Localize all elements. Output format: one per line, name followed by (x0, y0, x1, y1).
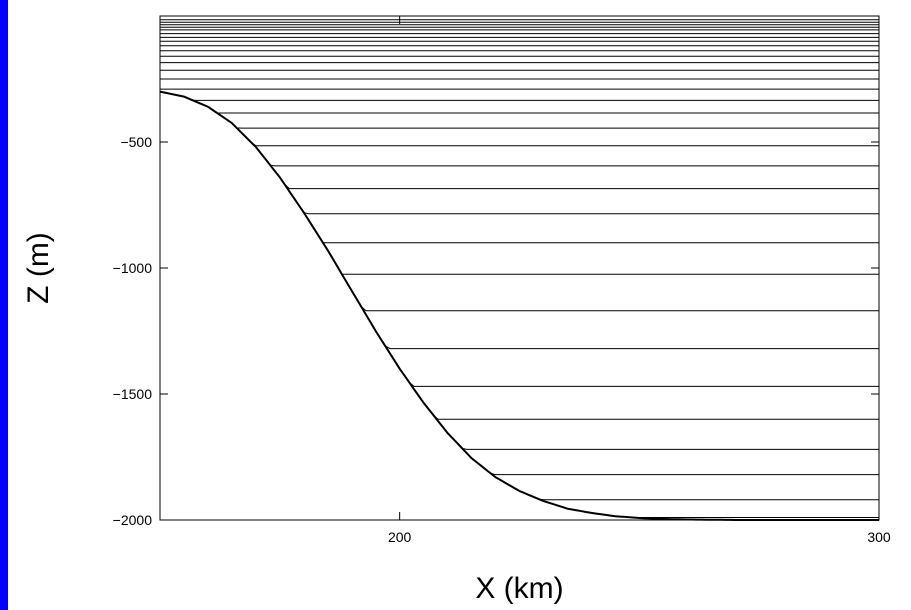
y-tick-label: −1500 (113, 386, 153, 402)
sigma-level-line (159, 91, 879, 476)
sigma-level-line (159, 91, 879, 101)
sigma-level-line (159, 91, 879, 129)
sigma-level-line (159, 91, 879, 501)
y-axis-label: Z (m) (22, 232, 55, 304)
sigma-level-line (159, 91, 879, 350)
sigma-level-line (159, 91, 879, 114)
y-tick-label: −500 (120, 134, 152, 150)
sigma-levels (159, 19, 879, 521)
sigma-level-line (159, 91, 879, 387)
sigma-level-line (159, 91, 879, 167)
y-tick-label: −2000 (113, 512, 153, 528)
bathymetry-line (159, 90, 879, 521)
sigma-level-line (159, 91, 879, 190)
sigma-level-line (159, 91, 879, 215)
plot-frame: 200 300 −500 −1000 −1500 −2000 X (km) Z (m) (8, 0, 911, 610)
x-ticks: 200 300 (388, 16, 891, 545)
sigma-level-line (159, 91, 879, 244)
chart: 200 300 −500 −1000 −1500 −2000 X (km) Z (m) (22, 15, 891, 605)
sigma-level-line (159, 91, 879, 518)
y-tick-label: −1000 (113, 260, 153, 276)
x-axis-label: X (km) (475, 572, 563, 605)
axes-box (159, 15, 880, 521)
sigma-level-line (159, 91, 879, 312)
x-tick-label: 200 (388, 529, 412, 545)
y-ticks: −500 −1000 −1500 −2000 (113, 134, 879, 528)
sigma-level-line (159, 91, 879, 275)
x-tick-label: 300 (867, 529, 891, 545)
sigma-level-line (159, 91, 879, 420)
sigma-level-line (159, 91, 879, 450)
sigma-level-line (159, 91, 879, 147)
